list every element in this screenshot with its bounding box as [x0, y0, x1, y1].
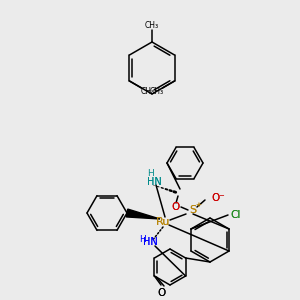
- Text: H: H: [148, 169, 154, 178]
- Text: HN: HN: [142, 237, 158, 247]
- Text: +: +: [195, 202, 201, 208]
- Text: O: O: [172, 202, 180, 212]
- Text: S: S: [189, 205, 197, 215]
- Text: +: +: [195, 202, 201, 208]
- Text: HN: HN: [147, 177, 161, 187]
- Text: O⁻: O⁻: [211, 193, 225, 203]
- Text: CH₃: CH₃: [140, 88, 154, 97]
- Polygon shape: [126, 209, 160, 219]
- Text: HN: HN: [142, 237, 158, 247]
- Text: O: O: [158, 288, 166, 298]
- Text: S: S: [189, 205, 197, 215]
- Text: Ru: Ru: [156, 217, 170, 227]
- Text: O⁻: O⁻: [211, 193, 225, 203]
- Text: O: O: [158, 288, 166, 298]
- Text: Cl: Cl: [230, 210, 240, 220]
- Text: Cl: Cl: [230, 210, 240, 220]
- Text: H: H: [139, 235, 145, 244]
- Text: Ru: Ru: [156, 217, 170, 227]
- Text: HN: HN: [147, 177, 161, 187]
- Text: CH₃: CH₃: [149, 88, 164, 97]
- Text: O: O: [172, 202, 180, 212]
- Text: CH₃: CH₃: [145, 20, 159, 29]
